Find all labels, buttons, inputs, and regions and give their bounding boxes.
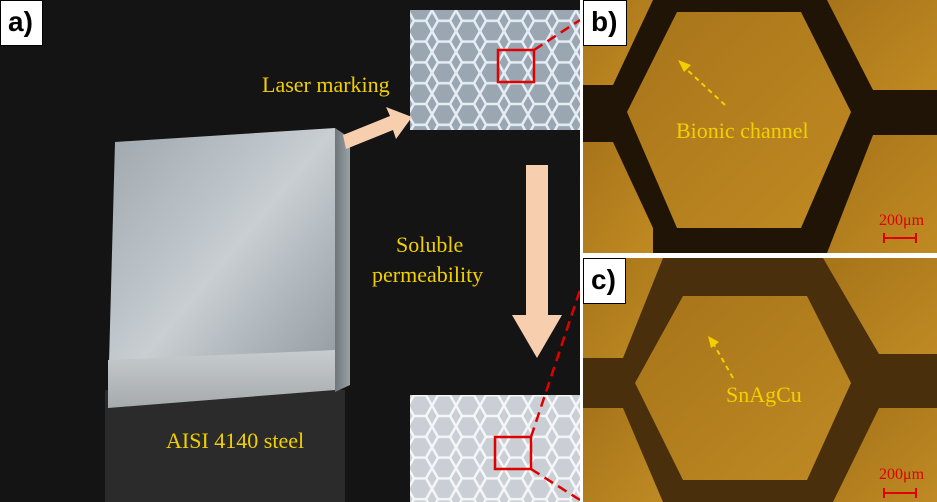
cube-side-face [335,128,350,392]
laser-marking-label: Laser marking [262,72,390,97]
arrow-down-icon [512,165,562,358]
steel-label: AISI 4140 steel [166,428,305,453]
soluble-label: Soluble [396,232,464,257]
scale-bar [883,233,917,243]
permeability-label: permeability [372,262,484,287]
zoom-box-bottom [493,435,533,471]
panel-a-artwork [105,10,580,502]
zoom-line [533,18,580,52]
panel-b-letter: b) [583,0,628,46]
hexagon-cell [583,408,663,502]
bionic-channel-label: Bionic channel [676,118,809,143]
hexagon-cell [583,142,653,253]
panel-b-micrograph: b) Bionic channel 200μm [583,0,937,253]
arrowhead-icon [678,60,691,72]
snagcu-label: SnAgCu [726,382,802,407]
hexagon-cell [635,296,851,480]
cube-top-face [108,128,335,400]
hexagon-cell [823,258,937,354]
panel-c-letter: c) [583,258,626,304]
zoom-line [529,289,580,438]
cube-front-face [108,350,335,408]
hexagon-cell [827,135,937,253]
scale-bar [883,488,917,498]
panel-c-artwork [583,258,937,502]
panel-a-photo: a) Laser marking Soluble permeability AI… [0,0,580,502]
scale-label: 200μm [879,212,925,229]
pointer-line [682,65,726,106]
pointer-line [712,342,734,379]
zoom-box-top [496,48,536,84]
zoom-line [530,467,580,502]
panel-a-letter: a) [0,0,43,46]
panel-c-micrograph: c) SnAgCu 200μm [583,258,937,502]
scale-label: 200μm [879,466,925,483]
arrow-right-icon [343,107,412,149]
hex-pattern [410,10,580,130]
arrowhead-icon [708,336,719,348]
hexagon-cell [833,408,937,502]
hexagon-cell [827,0,937,90]
cube-reflection [105,390,345,502]
